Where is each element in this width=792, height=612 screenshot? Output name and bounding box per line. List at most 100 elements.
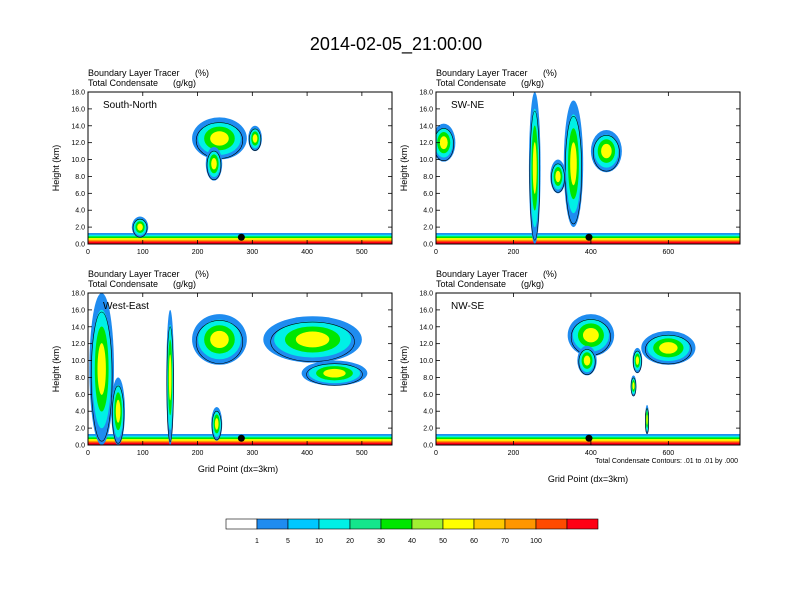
condensate-contour — [90, 311, 113, 442]
colorbar-label: 1 — [255, 538, 259, 545]
y-tick-label: 8.0 — [75, 174, 85, 181]
y-tick-label: 18.0 — [71, 291, 85, 298]
plot-frame — [87, 91, 393, 245]
plot-frame — [435, 91, 741, 245]
subtitle-tracer: Boundary Layer Tracer — [88, 68, 180, 78]
contour-footnote: Total Condensate Contours: .01 to .01 by… — [595, 458, 738, 465]
tracer-band — [88, 442, 392, 445]
x-tick-label: 200 — [192, 450, 204, 457]
panel-label: SW-NE — [451, 100, 484, 111]
condensate-contour — [592, 134, 620, 172]
y-tick-label: 4.0 — [75, 208, 85, 215]
tracer-blob — [555, 170, 561, 183]
y-tick-label: 8.0 — [423, 174, 433, 181]
tracer-blob — [115, 399, 121, 423]
condensate-contour — [132, 218, 148, 238]
xlabel-right: Grid Point (dx=3km) — [548, 474, 628, 484]
y-tick-label: 16.0 — [419, 106, 433, 113]
x-tick-label: 500 — [356, 450, 368, 457]
y-tick-label: 16.0 — [419, 307, 433, 314]
y-tick-label: 14.0 — [419, 123, 433, 130]
y-tick-label: 10.0 — [71, 157, 85, 164]
condensate-contour — [630, 377, 637, 397]
x-tick-label: 400 — [585, 249, 597, 256]
subtitle-condensate-unit: (g/kg) — [521, 279, 544, 289]
colorbar-cell — [225, 518, 258, 530]
subtitle-condensate-unit: (g/kg) — [173, 279, 196, 289]
y-tick-label: 2.0 — [75, 426, 85, 433]
panel-label: NW-SE — [451, 301, 484, 312]
condensate-contour — [206, 150, 222, 181]
tracer-blob — [583, 355, 591, 366]
y-tick-label: 8.0 — [423, 375, 433, 382]
x-tick-label: 400 — [301, 450, 313, 457]
subtitle-tracer-unit: (%) — [195, 269, 209, 279]
y-tick-label: 6.0 — [423, 191, 433, 198]
y-axis-label: Height (km) — [51, 145, 61, 192]
x-tick-label: 200 — [508, 249, 520, 256]
x-tick-label: 200 — [508, 450, 520, 457]
condensate-contour — [551, 163, 565, 193]
subtitle-tracer: Boundary Layer Tracer — [436, 68, 528, 78]
subtitle-tracer-unit: (%) — [543, 68, 557, 78]
panels: Boundary Layer Tracer (%) Total Condensate… — [51, 68, 741, 457]
colorbar-cell — [442, 518, 475, 530]
condensate-contour — [195, 320, 244, 364]
tracer-blob — [252, 134, 258, 143]
subtitle-condensate-unit: (g/kg) — [521, 78, 544, 88]
plot-area — [88, 293, 392, 445]
tracer-blob — [168, 354, 172, 401]
colorbar-label: 40 — [408, 538, 416, 545]
subtitle-tracer: Boundary Layer Tracer — [88, 269, 180, 279]
condensate-contour — [578, 349, 596, 375]
subtitle-tracer-unit: (%) — [195, 68, 209, 78]
y-tick-label: 12.0 — [71, 140, 85, 147]
y-tick-label: 4.0 — [75, 409, 85, 416]
colorbar-cell — [380, 518, 413, 530]
colorbar-label: 20 — [346, 538, 354, 545]
y-tick-label: 10.0 — [71, 358, 85, 365]
y-axis-label: Height (km) — [399, 145, 409, 192]
y-axis-label: Height (km) — [51, 346, 61, 393]
condensate-contour — [211, 410, 222, 441]
y-tick-label: 10.0 — [419, 358, 433, 365]
location-marker — [585, 434, 593, 442]
colorbar-label: 30 — [377, 538, 385, 545]
y-tick-label: 2.0 — [423, 225, 433, 232]
colorbar-label: 50 — [439, 538, 447, 545]
colorbar-cell — [287, 518, 320, 530]
condensate-contour — [529, 110, 540, 241]
tracer-blob — [210, 330, 229, 349]
colorbar-cell — [349, 518, 382, 530]
colorbar-cell — [535, 518, 568, 530]
colorbar-cell — [256, 518, 289, 530]
subtitle-tracer: Boundary Layer Tracer — [436, 269, 528, 279]
tracer-band — [88, 241, 392, 244]
y-tick-label: 14.0 — [71, 324, 85, 331]
tracer-blob — [532, 142, 537, 194]
colorbar-label: 70 — [501, 538, 509, 545]
colorbar-label: 100 — [530, 538, 542, 545]
colorbar-cell — [504, 518, 537, 530]
y-tick-label: 0.0 — [75, 242, 85, 249]
condensate-contour — [306, 363, 363, 386]
panel-sw-ne: Boundary Layer Tracer (%) Total Condensate… — [399, 68, 741, 256]
colorbar-label: 60 — [470, 538, 478, 545]
tracer-blob — [659, 342, 678, 354]
tracer-blob — [646, 414, 648, 425]
y-tick-label: 12.0 — [419, 140, 433, 147]
tracer-blob — [214, 418, 219, 430]
condensate-contour — [645, 408, 650, 435]
subtitle-tracer-unit: (%) — [543, 269, 557, 279]
location-marker — [585, 233, 593, 241]
colorbar-cell — [411, 518, 444, 530]
tracer-blob — [570, 142, 577, 186]
location-marker — [237, 233, 245, 241]
condensate-contour — [270, 321, 355, 362]
figure-title: 2014-02-05_21:00:00 — [310, 34, 482, 55]
tracer-blob — [323, 368, 346, 378]
subtitle-condensate-unit: (g/kg) — [173, 78, 196, 88]
x-tick-label: 100 — [137, 450, 149, 457]
plot-area — [436, 314, 740, 445]
subtitle-condensate: Total Condensate — [88, 78, 158, 88]
